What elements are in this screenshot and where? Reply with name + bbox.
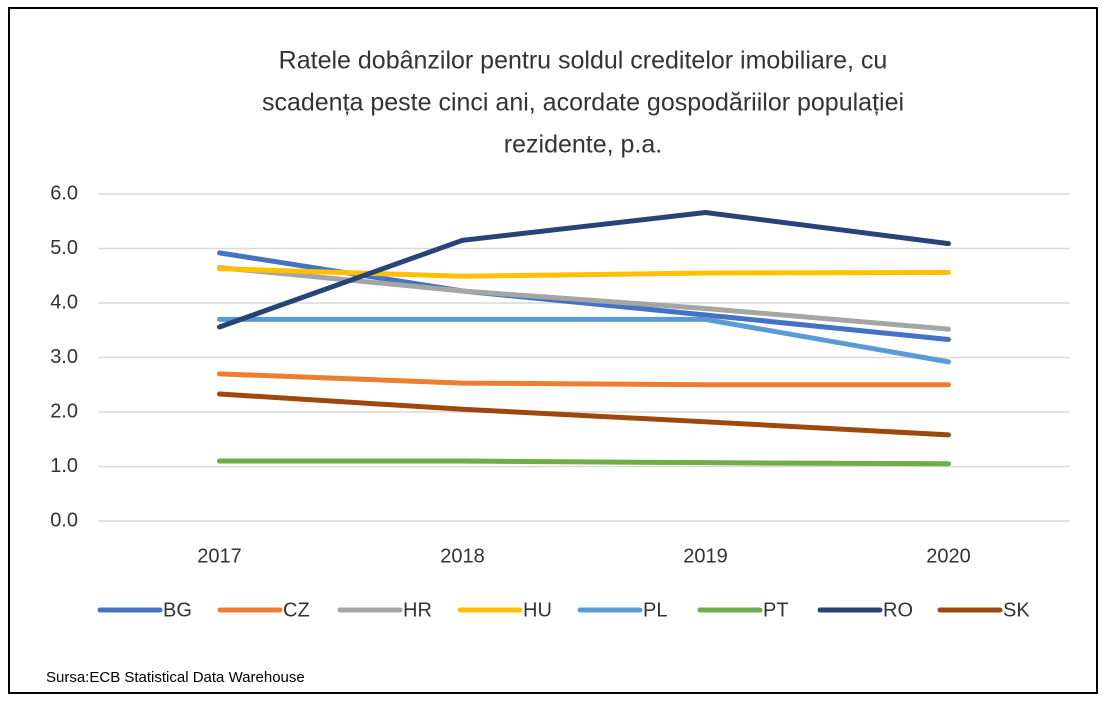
series-line (217, 371, 951, 388)
series-line (217, 265, 951, 332)
series-line (217, 391, 951, 438)
y-tick-label: 3.0 (50, 346, 78, 368)
x-tick-label: 2019 (683, 545, 728, 567)
y-tick-label: 6.0 (50, 182, 78, 204)
chart-title: rezidente, p.a. (504, 131, 662, 159)
legend-label: BG (163, 599, 192, 621)
x-tick-label: 2018 (440, 545, 485, 567)
y-tick-label: 4.0 (50, 291, 78, 313)
legend-label: PL (643, 599, 667, 621)
x-tick-label: 2020 (926, 545, 971, 567)
chart-title: scadența peste cinci ani, acordate gospo… (262, 89, 904, 117)
series-line (217, 266, 951, 279)
legend-label: RO (883, 599, 913, 621)
legend-label: SK (1003, 599, 1030, 621)
x-tick-label: 2017 (197, 545, 242, 567)
y-tick-label: 1.0 (50, 455, 78, 477)
series-line (217, 458, 951, 467)
y-tick-label: 5.0 (50, 237, 78, 259)
chart-title: Ratele dobânzilor pentru soldul creditel… (279, 47, 888, 75)
legend-label: HU (523, 599, 552, 621)
legend-label: CZ (283, 599, 310, 621)
chart-frame (8, 7, 1098, 694)
legend-label: PT (763, 599, 789, 621)
y-tick-label: 2.0 (50, 400, 78, 422)
series-line (217, 316, 951, 365)
y-tick-label: 0.0 (50, 509, 78, 531)
source-note: Sursa:ECB Statistical Data Warehouse (46, 669, 305, 686)
series-line (217, 210, 951, 330)
legend-label: HR (403, 599, 432, 621)
